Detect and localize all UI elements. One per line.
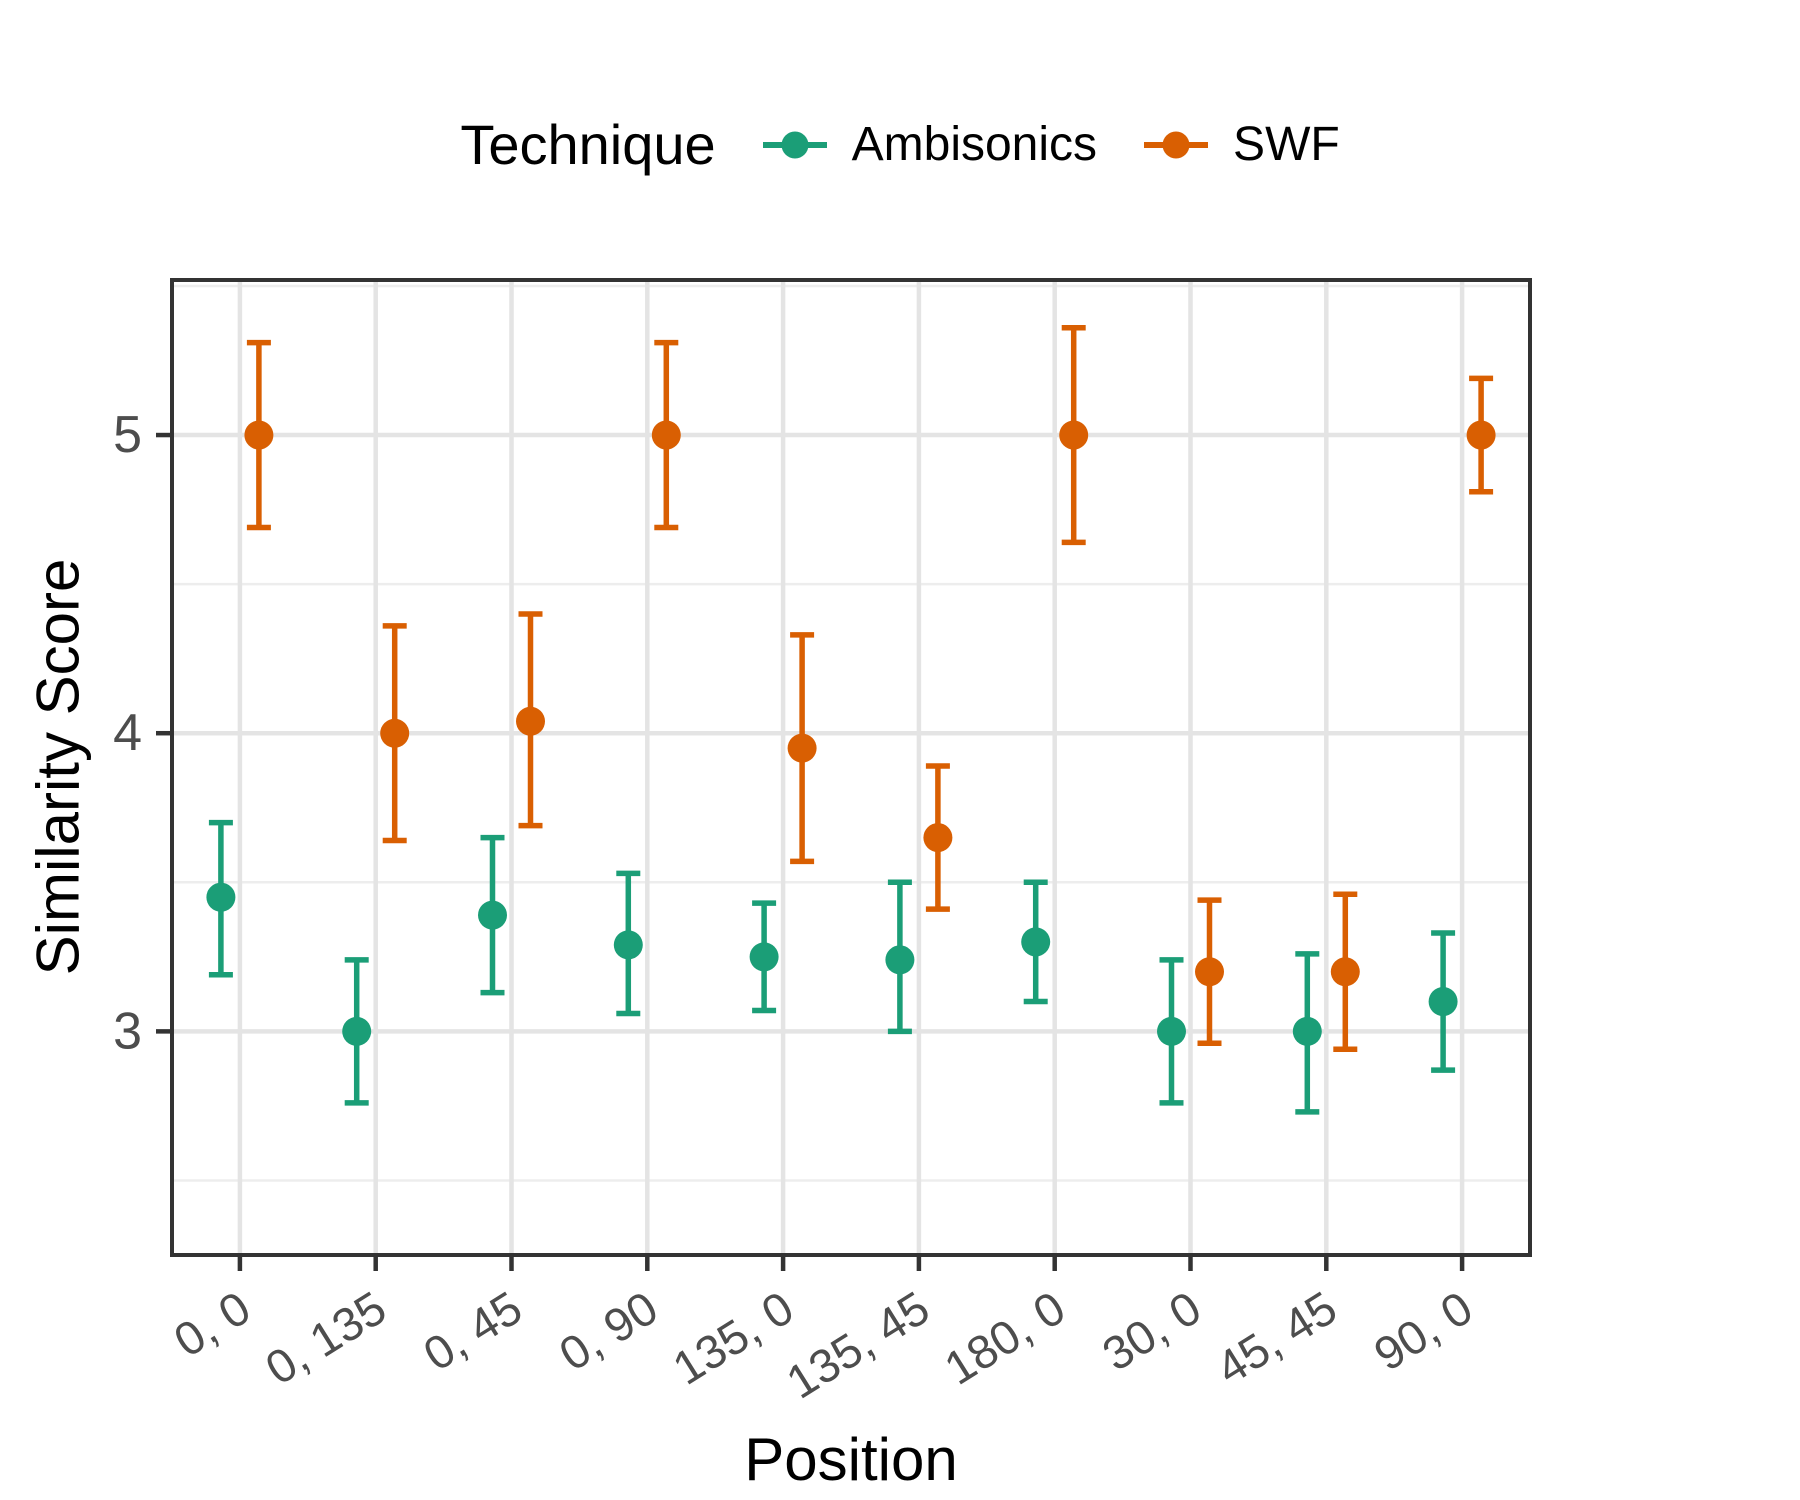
panel-border	[170, 278, 1532, 1257]
pointrange-ambisonics-0-0-point	[206, 882, 236, 912]
x-tick-label: 90, 0	[1365, 1281, 1482, 1381]
pointrange-ambisonics-135-45-point	[885, 945, 915, 975]
y-tick-label: 5	[113, 406, 142, 464]
legend-label-swf: SWF	[1233, 118, 1340, 171]
pointrange-ambisonics-0-90-point	[613, 930, 643, 960]
x-tick-label: 0, 90	[550, 1281, 667, 1381]
x-tick-label: 135, 0	[663, 1281, 802, 1395]
y-tick-label: 4	[113, 704, 142, 762]
legend-item-ambisonics: Ambisonics	[758, 117, 1097, 172]
pointrange-key-icon	[1144, 131, 1209, 158]
pointrange-swf-135-0-point	[787, 733, 817, 763]
y-axis-title: Similarity Score	[24, 558, 92, 976]
x-tick-label: 135, 45	[777, 1281, 938, 1409]
legend-item-swf: SWF	[1139, 117, 1340, 172]
pointrange-swf-180-0-point	[1059, 420, 1089, 450]
pointrange-swf-90-0-point	[1466, 420, 1496, 450]
pointrange-swf-135-45-point	[923, 823, 953, 853]
pointrange-ambisonics-45-45-point	[1292, 1016, 1322, 1046]
x-tick-label: 180, 0	[935, 1281, 1074, 1395]
panel-background	[172, 280, 1530, 1255]
pointrange-ambisonics-30-0-point	[1157, 1016, 1186, 1046]
pointrange-ambisonics-90-0-point	[1428, 987, 1458, 1017]
pointrange-ambisonics-0-45-point	[478, 900, 507, 930]
pointrange-swf-30-0-point	[1195, 957, 1224, 987]
legend-title: Technique	[460, 113, 716, 176]
y-tick-label: 3	[113, 1002, 142, 1060]
x-tick-label: 45, 45	[1207, 1281, 1346, 1395]
x-tick-label: 0, 45	[414, 1281, 531, 1381]
x-tick-label: 0, 0	[165, 1281, 260, 1367]
pointrange-swf-0-135-point	[380, 718, 410, 748]
pointrange-ambisonics-0-135-point	[342, 1016, 372, 1046]
pointrange-swf-0-0-point	[244, 420, 274, 450]
pointrange-swf-45-45-point	[1330, 957, 1360, 987]
pointrange-ambisonics-135-0-point	[749, 942, 779, 972]
pointrange-swf-0-90-point	[651, 420, 681, 450]
legend-label-ambisonics: Ambisonics	[851, 118, 1098, 171]
pointrange-key-icon	[762, 131, 827, 158]
pointrange-ambisonics-180-0-point	[1021, 927, 1051, 957]
pointrange-swf-0-45-point	[516, 706, 545, 736]
x-tick-label: 0, 135	[256, 1281, 395, 1395]
legend: Technique Ambisonics SWF	[0, 112, 1800, 177]
x-axis-title: Position	[744, 1426, 958, 1493]
x-tick-label: 30, 0	[1093, 1281, 1210, 1381]
